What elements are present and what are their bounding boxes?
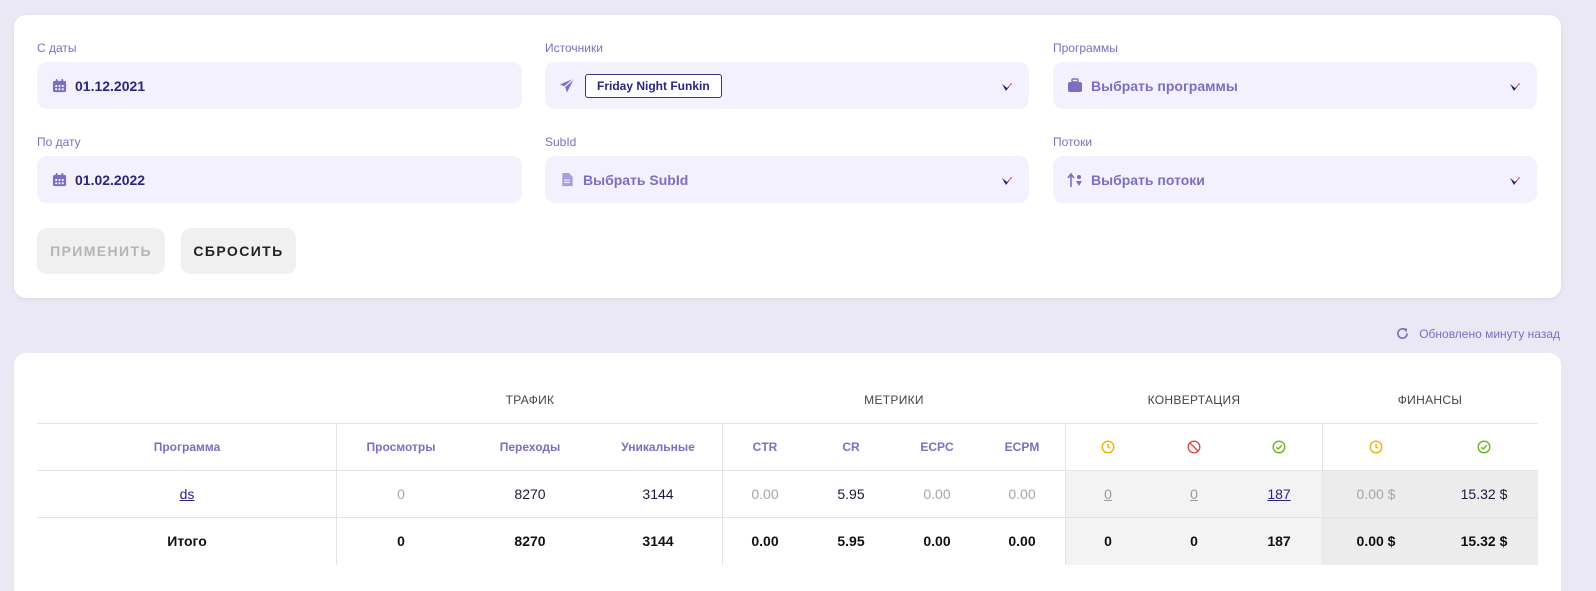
total-cr: 5.95 [837, 533, 865, 549]
cell-ecpm: 0.00 [1008, 486, 1036, 502]
total-fin-pending: 0.00 $ [1356, 533, 1396, 549]
divider [37, 470, 1538, 471]
split-arrows-icon [1067, 172, 1083, 188]
clock-icon [1369, 440, 1383, 454]
clock-icon [1101, 440, 1115, 454]
divider [1322, 423, 1323, 565]
cell-views: 0 [397, 486, 405, 502]
cell-ecpc: 0.00 [923, 486, 951, 502]
total-conv-approved: 187 [1267, 533, 1291, 549]
cell-clicks: 8270 [514, 486, 546, 502]
total-ecpc: 0.00 [923, 533, 951, 549]
col-header-ctr[interactable]: CTR [752, 440, 778, 454]
cell-ctr: 0.00 [751, 486, 779, 502]
col-header-ecpc[interactable]: ECPC [920, 440, 954, 454]
streams-select[interactable]: Выбрать потоки [1053, 156, 1537, 203]
dropdown-icon[interactable] [1509, 80, 1521, 92]
dropdown-icon[interactable] [1001, 80, 1013, 92]
total-label: Итого [167, 533, 207, 549]
check-circle-icon [1272, 440, 1286, 454]
group-conversion: КОНВЕРТАЦИЯ [1147, 393, 1241, 407]
subid-select[interactable]: Выбрать SubId [545, 156, 1029, 203]
date-to-field[interactable]: 01.02.2022 [37, 156, 522, 203]
total-unique: 3144 [642, 533, 674, 549]
block-icon [1187, 440, 1201, 454]
col-header-cr[interactable]: CR [842, 440, 860, 454]
programs-select[interactable]: Выбрать программы [1053, 62, 1537, 109]
cell-fin-pending: 0.00 $ [1356, 486, 1396, 502]
updated-indicator[interactable]: Обновлено минуту назад [1396, 327, 1560, 341]
col-header-clicks[interactable]: Переходы [499, 440, 561, 454]
col-header-views[interactable]: Просмотры [366, 440, 436, 454]
source-chip[interactable]: Friday Night Funkin [585, 73, 722, 98]
programs-placeholder: Выбрать программы [1091, 77, 1238, 94]
program-link[interactable]: ds [179, 486, 195, 502]
apply-button[interactable]: ПРИМЕНИТЬ [37, 228, 165, 274]
total-conv-pending: 0 [1104, 533, 1112, 549]
divider [336, 423, 337, 565]
date-from-label: С даты [37, 41, 77, 55]
conv-approved-link[interactable]: 187 [1267, 486, 1291, 502]
group-metrics: МЕТРИКИ [864, 393, 924, 407]
dropdown-icon[interactable] [1001, 174, 1013, 186]
cell-cr: 5.95 [837, 486, 865, 502]
streams-placeholder: Выбрать потоки [1091, 171, 1205, 188]
group-traffic: ТРАФИК [505, 393, 555, 407]
date-to-label: По дату [37, 135, 81, 149]
total-clicks: 8270 [514, 533, 546, 549]
sources-label: Источники [545, 41, 603, 55]
total-views: 0 [397, 533, 405, 549]
divider [1065, 423, 1066, 565]
conversion-shade [1066, 471, 1322, 565]
cell-fin-approved: 15.32 $ [1460, 486, 1508, 502]
updated-text: Обновлено минуту назад [1419, 327, 1560, 341]
total-conv-rejected: 0 [1190, 533, 1198, 549]
subid-placeholder: Выбрать SubId [583, 171, 689, 188]
date-from-value: 01.12.2021 [75, 77, 146, 94]
col-header-program[interactable]: Программа [153, 440, 221, 454]
refresh-icon[interactable] [1396, 327, 1410, 341]
sources-select[interactable]: Friday Night Funkin [545, 62, 1029, 109]
briefcase-icon [1067, 78, 1083, 94]
col-header-unique[interactable]: Уникальные [621, 440, 695, 454]
total-fin-approved: 15.32 $ [1460, 533, 1508, 549]
calendar-icon [51, 172, 67, 188]
col-header-ecpm[interactable]: ECPM [1004, 440, 1040, 454]
dropdown-icon[interactable] [1509, 174, 1521, 186]
programs-label: Программы [1053, 41, 1118, 55]
paper-plane-icon [559, 78, 575, 94]
calendar-icon [51, 78, 67, 94]
divider [37, 423, 1538, 424]
document-icon [559, 172, 575, 188]
check-circle-icon [1477, 440, 1491, 454]
divider [37, 517, 1538, 518]
conv-rejected-link[interactable]: 0 [1190, 486, 1198, 502]
streams-label: Потоки [1053, 135, 1093, 149]
date-to-value: 01.02.2022 [75, 171, 146, 188]
total-ctr: 0.00 [751, 533, 779, 549]
cell-unique: 3144 [642, 486, 674, 502]
finance-shade [1323, 471, 1538, 565]
group-finance: ФИНАНСЫ [1397, 393, 1463, 407]
reset-button[interactable]: СБРОСИТЬ [181, 228, 296, 274]
total-ecpm: 0.00 [1008, 533, 1036, 549]
divider [722, 423, 723, 565]
date-from-field[interactable]: 01.12.2021 [37, 62, 522, 109]
conv-pending-link[interactable]: 0 [1104, 486, 1112, 502]
subid-label: SubId [545, 135, 577, 149]
